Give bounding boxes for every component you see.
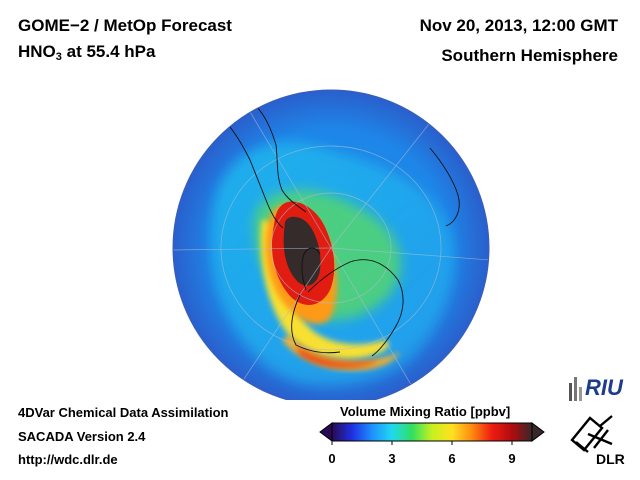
version-label: SACADA Version 2.4 xyxy=(18,429,146,444)
riu-bar2 xyxy=(574,377,577,401)
riu-bar1 xyxy=(569,383,572,401)
africa-coast xyxy=(429,147,460,227)
colorbar-right-arrow xyxy=(531,422,545,442)
colorbar-left-arrow xyxy=(319,422,333,442)
colorbar-tick-label: 3 xyxy=(388,451,395,466)
riu-logo: RIU xyxy=(569,375,624,401)
swirl-arm xyxy=(282,335,400,371)
species-level-title: HNO3 at 55.4 hPa xyxy=(18,42,155,63)
colorbar-scale xyxy=(331,422,533,442)
yellow-tail xyxy=(260,220,389,359)
south-america-coast xyxy=(213,97,307,229)
forecast-date: Nov 20, 2013, 12:00 GMT xyxy=(419,16,618,35)
antarctica-coast xyxy=(291,259,404,357)
pressure-level: at 55.4 hPa xyxy=(61,42,156,61)
species-subscript: 3 xyxy=(55,51,62,63)
dlr-emblem xyxy=(570,415,613,453)
dark-maximum xyxy=(283,216,321,286)
coastlines xyxy=(213,97,460,357)
riu-bar3 xyxy=(579,387,582,401)
colorbar: 0 3 6 9 xyxy=(319,422,545,466)
colorbar-title: Volume Mixing Ratio [ppbv] xyxy=(340,404,511,419)
peninsula-coast xyxy=(301,247,321,291)
colorbar-tick-label: 6 xyxy=(448,451,455,466)
map-title: GOME−2 / MetOp Forecast xyxy=(18,16,232,35)
dlr-text: DLR xyxy=(596,451,625,467)
source-url: http://wdc.dlr.de xyxy=(18,452,118,467)
dlr-logo: DLR xyxy=(570,415,625,467)
globe-outline xyxy=(172,89,490,400)
colorbar-tick-label: 0 xyxy=(328,451,335,466)
region-label: Southern Hemisphere xyxy=(441,46,618,65)
globe-map xyxy=(172,89,490,400)
graticule xyxy=(173,94,489,400)
species-name: HNO xyxy=(18,42,56,61)
assimilation-label: 4DVar Chemical Data Assimilation xyxy=(18,405,229,420)
colorbar-tick-label: 9 xyxy=(508,451,515,466)
swirl-arm-tip xyxy=(295,345,380,368)
riu-text: RIU xyxy=(585,375,624,400)
